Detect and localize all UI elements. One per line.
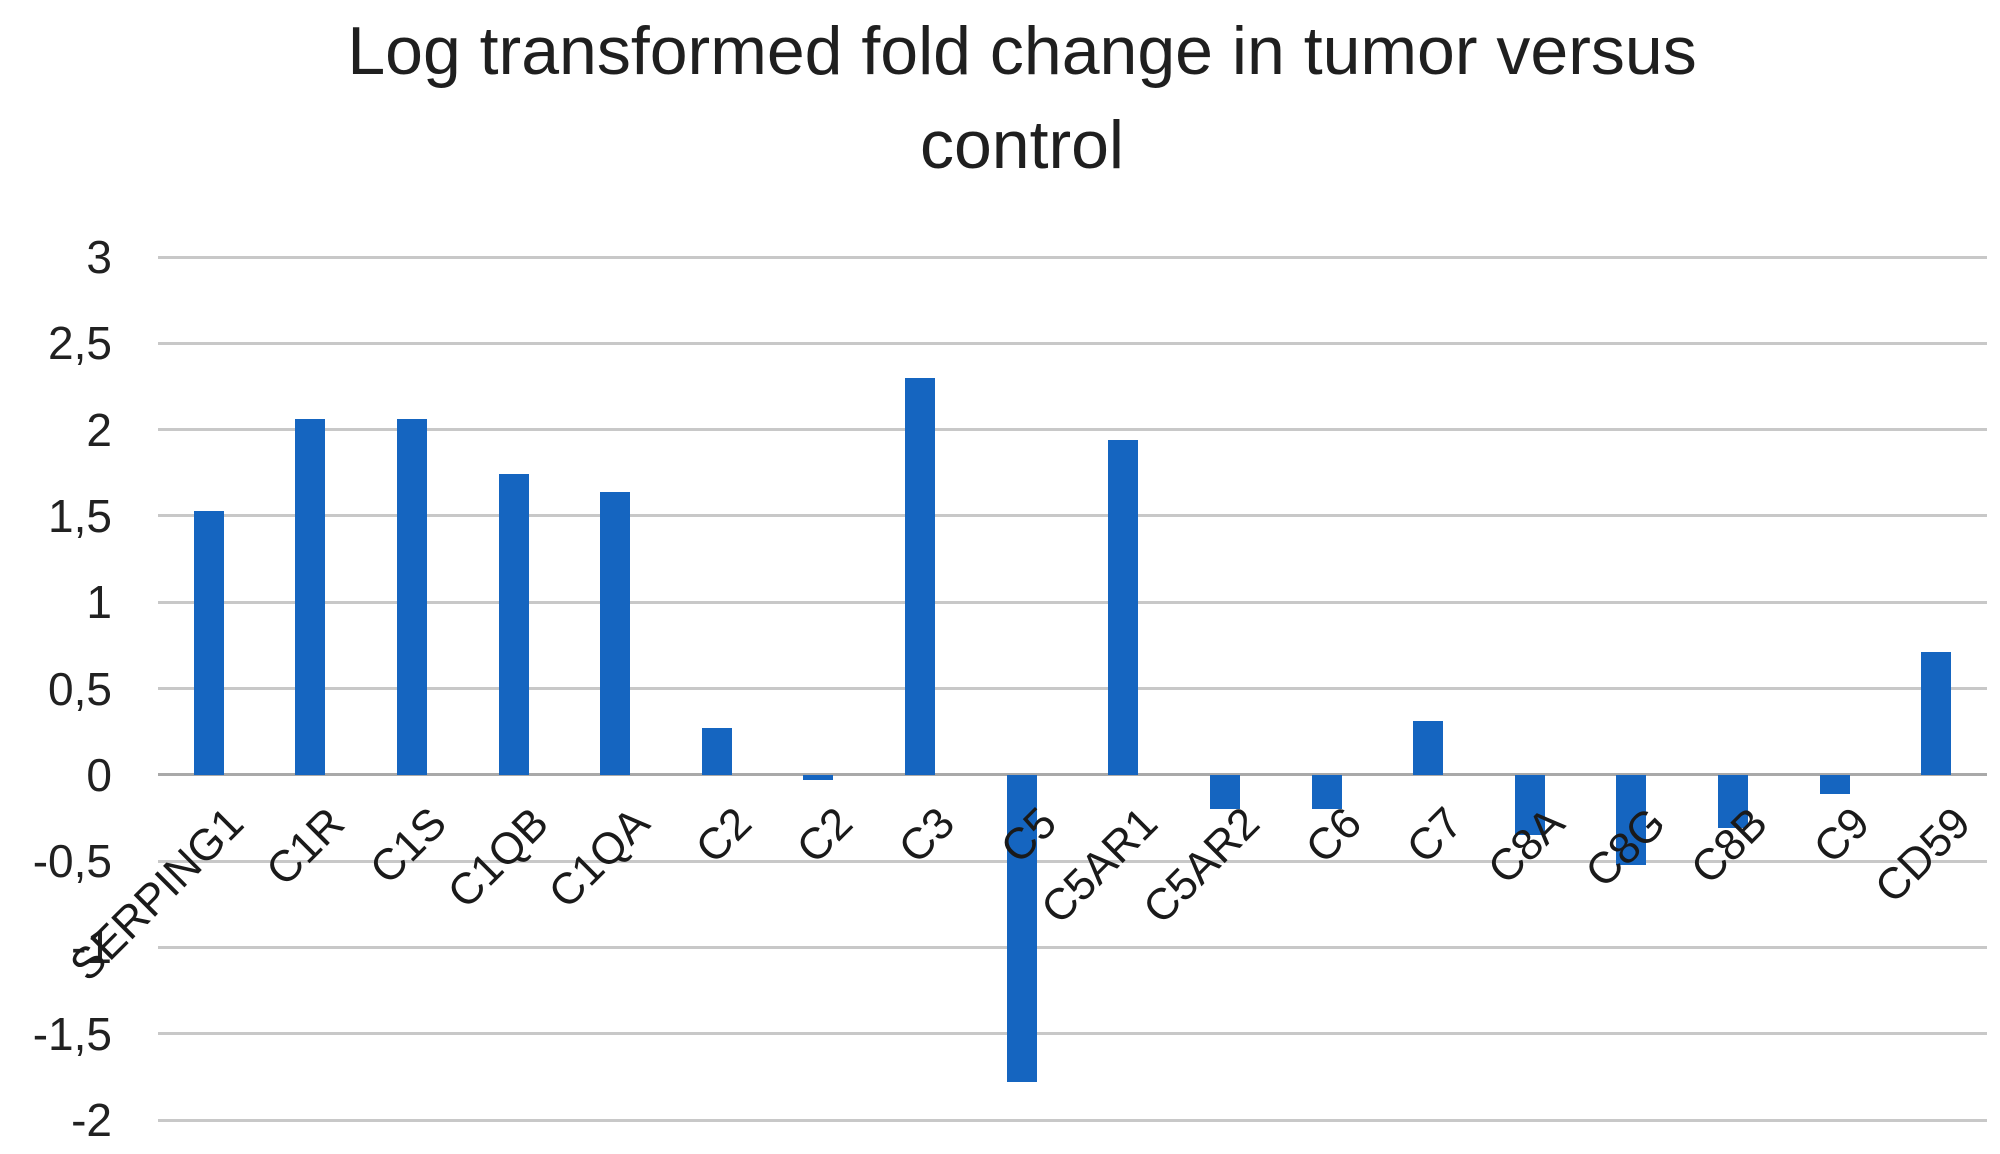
y-axis-tick-label: 0	[86, 748, 112, 801]
gridline	[158, 859, 1987, 863]
gridline	[158, 945, 1987, 949]
y-axis-tick-label: 0,5	[48, 662, 112, 715]
bar-C8A	[1514, 774, 1545, 836]
chart-title-line-2: control	[919, 107, 1125, 183]
gridline	[158, 1118, 1987, 1122]
bar-C8B	[1717, 774, 1748, 829]
gridline	[158, 1032, 1987, 1036]
gridline	[158, 428, 1987, 432]
bar-C1QB	[498, 474, 529, 775]
gridline	[158, 687, 1987, 690]
bar-C5	[1006, 774, 1037, 1083]
y-axis-tick-label: 2	[86, 403, 112, 456]
y-axis-tick-label: 1,5	[48, 489, 112, 542]
bar-C8G	[1616, 774, 1647, 865]
bar-C5AR2	[1209, 774, 1240, 810]
bar-SERPING1	[193, 510, 224, 775]
y-axis-tick-label: -0,5	[32, 835, 112, 888]
bar-CD59	[1921, 652, 1952, 775]
chart-title-line-1: Log transformed fold change in tumor ver…	[347, 13, 1697, 89]
bar-C6	[1311, 774, 1342, 810]
bar-C9	[1819, 774, 1850, 794]
y-axis-tick-label: -2	[71, 1094, 112, 1146]
gridline	[158, 255, 1987, 259]
y-axis-tick-label: 3	[86, 231, 112, 283]
y-axis-tick-label: -1,5	[32, 1007, 112, 1060]
bar-C3	[905, 377, 936, 775]
bar-C1S	[397, 419, 428, 775]
y-axis-tick-label: 2,5	[48, 317, 112, 370]
gridline	[158, 514, 1987, 518]
bar-C7	[1413, 721, 1444, 775]
bar-C1QA	[600, 491, 631, 775]
y-axis-tick-label: 1	[86, 576, 112, 629]
bar-C1R	[295, 419, 326, 775]
gridline	[158, 600, 1987, 604]
bar-C2	[803, 774, 834, 780]
zero-gridline	[158, 773, 1987, 777]
gridline	[158, 341, 1987, 345]
bar-C2	[701, 728, 732, 775]
y-axis-tick-label: -1	[71, 921, 112, 974]
bar-C5AR1	[1108, 439, 1139, 775]
chart-title: Log transformed fold change in tumor ver…	[242, 4, 1802, 192]
